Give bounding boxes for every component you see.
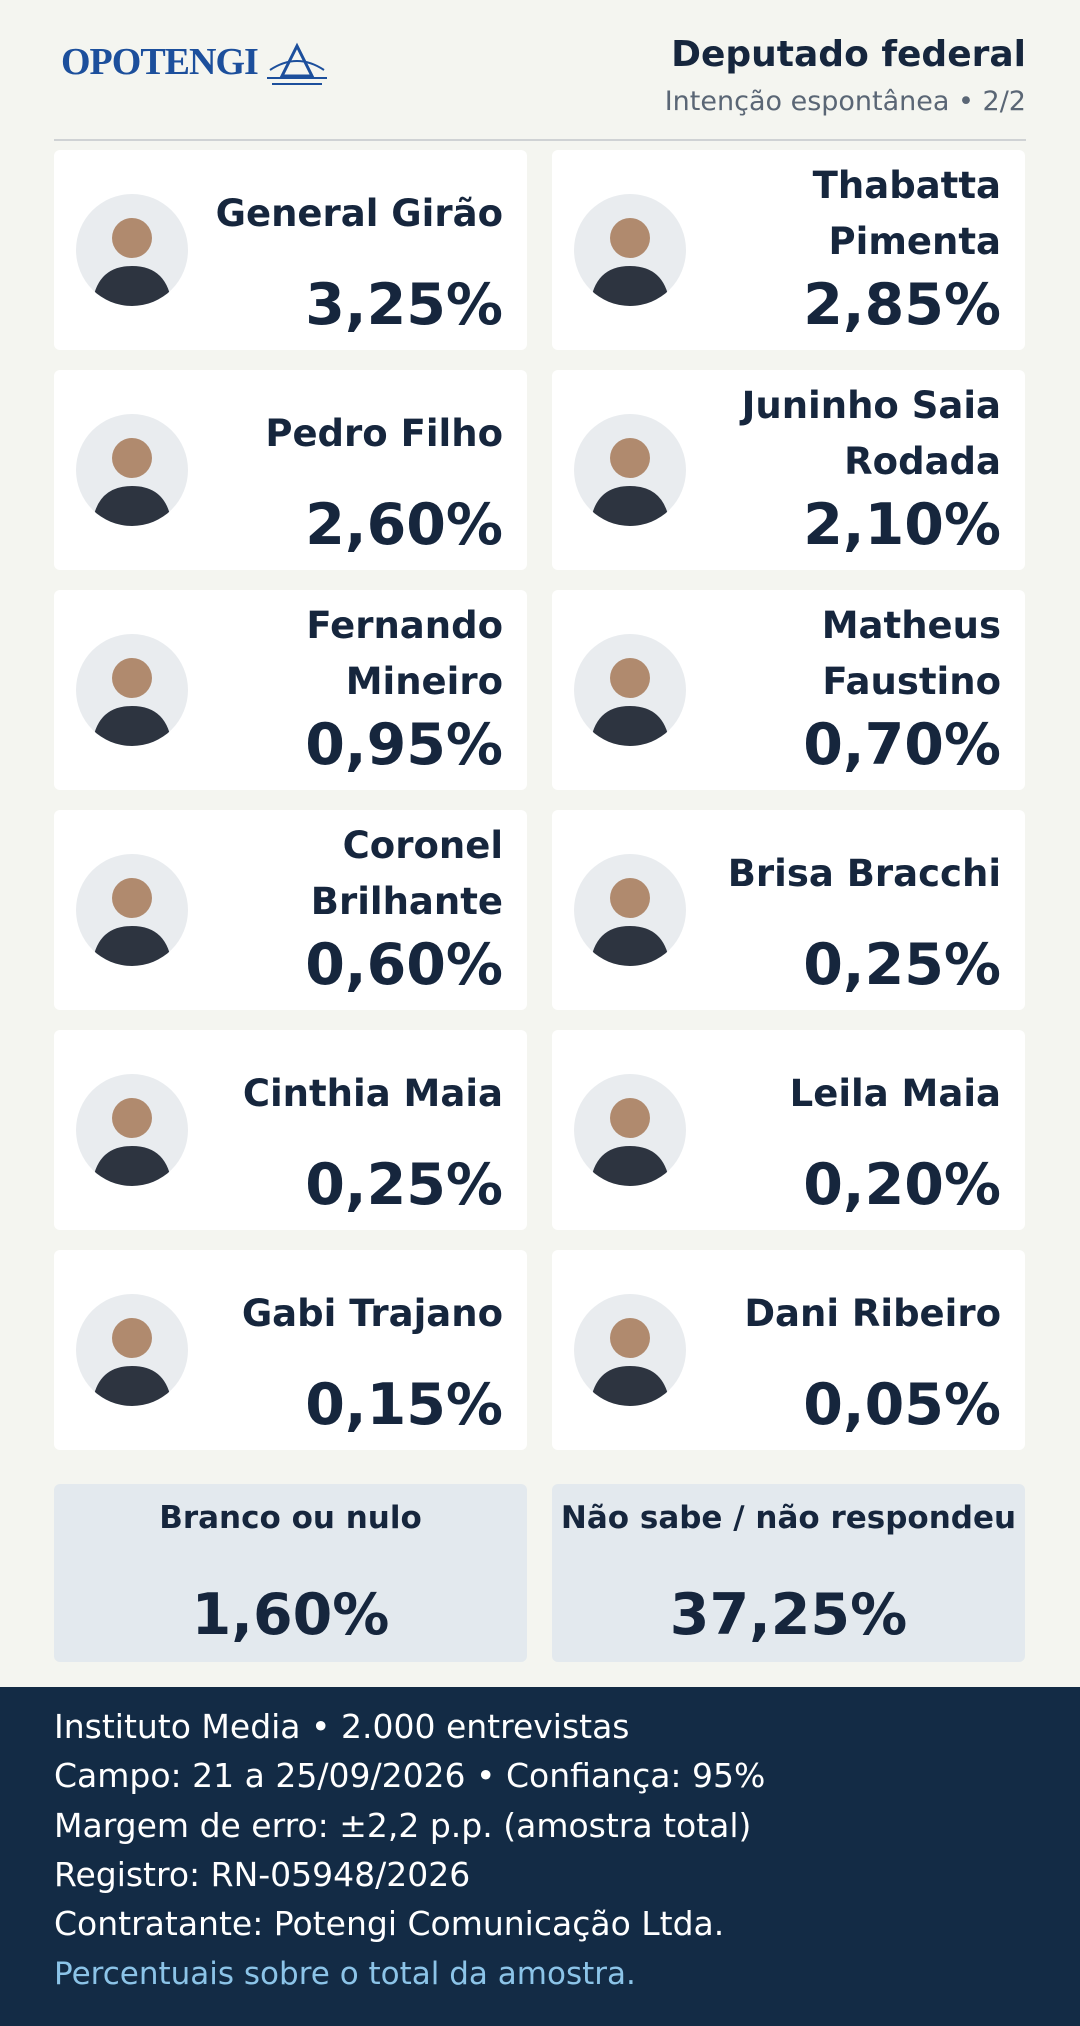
candidate-value: 0,70% [803, 712, 1001, 778]
candidate-name: Juninho Saia Rodada [741, 384, 1001, 483]
candidate-name: Pedro Filho [265, 412, 503, 455]
candidate-value: 0,60% [305, 932, 503, 998]
candidate-value: 0,95% [305, 712, 503, 778]
other-value: 37,25% [669, 1582, 908, 1648]
avatar [574, 854, 686, 966]
avatar [574, 634, 686, 746]
footer-line: Contratante: Potengi Comunicação Ltda. [54, 1904, 725, 1944]
footer-line: Campo: 21 a 25/09/2026 • Confiança: 95% [54, 1756, 766, 1796]
candidate-card: Leila Maia 0,20% [552, 1030, 1025, 1230]
candidate-value: 0,15% [305, 1372, 503, 1438]
candidate-value: 2,10% [803, 492, 1001, 558]
candidate-name: Cinthia Maia [242, 1072, 503, 1115]
avatar [76, 854, 188, 966]
avatar [574, 194, 686, 306]
divider [54, 139, 1026, 141]
candidate-value: 2,60% [305, 492, 503, 558]
candidate-card: Thabatta Pimenta 2,85% [552, 150, 1025, 350]
candidate-value: 2,85% [803, 272, 1001, 338]
candidate-name: Fernando Mineiro [306, 604, 503, 703]
footer-line: Instituto Media • 2.000 entrevistas [54, 1707, 630, 1746]
avatar [574, 414, 686, 526]
candidate-name: Gabi Trajano [241, 1292, 503, 1335]
candidate-value: 0,05% [803, 1372, 1001, 1438]
avatar [76, 634, 188, 746]
other-value: 1,60% [191, 1582, 390, 1648]
candidate-name: General Girão [215, 192, 503, 235]
candidate-name: Brisa Bracchi [727, 852, 1001, 895]
candidate-card: Brisa Bracchi 0,25% [552, 810, 1025, 1010]
candidate-name: Thabatta Pimenta [812, 164, 1001, 263]
candidate-card: Gabi Trajano 0,15% [54, 1250, 527, 1450]
logo-icon [267, 42, 327, 85]
footer-line: Margem de erro: ±2,2 p.p. (amostra total… [54, 1805, 752, 1845]
logo: OPOTENGI [61, 41, 259, 83]
candidate-name: Dani Ribeiro [744, 1292, 1001, 1335]
candidate-value: 0,20% [803, 1152, 1001, 1218]
other-label: Branco ou nulo [159, 1500, 422, 1536]
candidate-card: Dani Ribeiro 0,05% [552, 1250, 1025, 1450]
candidate-card: Pedro Filho 2,60% [54, 370, 527, 570]
avatar [76, 1074, 188, 1186]
other-card: Branco ou nulo 1,60% [54, 1484, 527, 1662]
candidate-value: 0,25% [803, 932, 1001, 998]
avatar [76, 1294, 188, 1406]
title: Deputado federal [671, 34, 1026, 75]
footer: Instituto Media • 2.000 entrevistas Campo… [0, 1687, 1080, 2026]
candidate-value: 0,25% [305, 1152, 503, 1218]
avatar [574, 1074, 686, 1186]
avatar [574, 1294, 686, 1406]
candidate-card: Matheus Faustino 0,70% [552, 590, 1025, 790]
footer-line: Registro: RN-05948/2026 [54, 1854, 471, 1894]
candidate-name: Coronel Brilhante [310, 824, 503, 923]
candidate-name: Matheus Faustino [821, 604, 1001, 703]
footer-note: Percentuais sobre o total da amostra. [54, 1955, 636, 1992]
candidate-card: Juninho Saia Rodada 2,10% [552, 370, 1025, 570]
candidate-card: Cinthia Maia 0,25% [54, 1030, 527, 1230]
other-label: Não sabe / não respondeu [560, 1500, 1017, 1536]
avatar [76, 414, 188, 526]
candidate-card: Fernando Mineiro 0,95% [54, 590, 527, 790]
candidate-card: Coronel Brilhante 0,60% [54, 810, 527, 1010]
candidate-name: Leila Maia [789, 1072, 1001, 1115]
candidate-card: General Girão 3,25% [54, 150, 527, 350]
other-card: Não sabe / não respondeu 37,25% [552, 1484, 1025, 1662]
subtitle: Intenção espontânea • 2/2 [664, 86, 1026, 117]
avatar [76, 194, 188, 306]
candidate-value: 3,25% [305, 272, 503, 338]
